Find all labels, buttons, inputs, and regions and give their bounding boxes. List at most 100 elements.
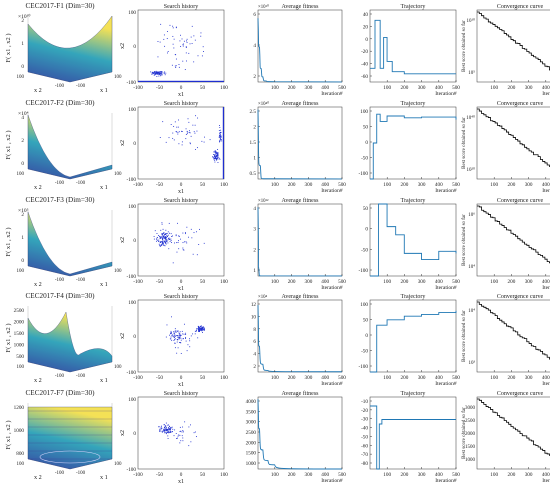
search-point — [177, 336, 179, 338]
search-point — [168, 238, 170, 239]
search-point — [182, 431, 184, 433]
search-point — [155, 71, 157, 73]
surface-xy-tick: -100 — [76, 471, 86, 476]
search-point — [213, 159, 215, 161]
trajectory-y-tick: 0 — [365, 140, 368, 146]
convergence-title: Convergence curve — [497, 4, 544, 10]
search-point — [164, 74, 166, 76]
surface-mesh — [27, 15, 113, 83]
search-point — [200, 327, 202, 329]
search-title: Search history — [164, 101, 199, 107]
search-point — [167, 50, 169, 52]
search-point — [167, 234, 169, 236]
search-point — [170, 427, 172, 428]
x-tick-label: 100 — [490, 472, 498, 478]
search-point — [220, 135, 222, 137]
x2-label: x2 — [120, 140, 126, 146]
x-tick-label: 200 — [508, 472, 516, 478]
trajectory-line — [370, 203, 457, 277]
search-point — [163, 240, 165, 242]
search-point — [185, 46, 187, 48]
search-point — [170, 336, 172, 338]
axes-box — [369, 299, 457, 373]
search-point — [178, 64, 180, 65]
x-tick-label: 100 — [383, 375, 391, 381]
search-point — [188, 121, 190, 123]
surface-mesh — [27, 114, 113, 180]
search-point — [153, 238, 155, 240]
trajectory-line — [370, 113, 457, 180]
search-point — [200, 328, 202, 330]
search-point — [192, 253, 194, 255]
search-point — [162, 236, 164, 238]
search-history-panel: Search history 100 0 -100 x2 -100 -50 0 50 100 x1 — [120, 101, 228, 195]
axes-box — [257, 203, 343, 277]
trajectory-y-tick: -10 — [361, 399, 368, 405]
search-point — [161, 431, 163, 433]
search-point — [201, 330, 203, 332]
search-point — [183, 241, 185, 243]
search-point — [154, 74, 156, 76]
search-point — [161, 242, 163, 244]
search-point — [181, 131, 183, 132]
search-point — [180, 45, 182, 47]
x-tick-label: 200 — [401, 182, 409, 188]
surface-x2-label: x 2 — [34, 377, 42, 384]
search-point — [188, 132, 190, 133]
search-point — [214, 155, 216, 157]
search-point — [171, 64, 173, 66]
trajectory-title: Trajectory — [401, 294, 426, 300]
search-point — [161, 427, 163, 429]
search-point — [169, 334, 170, 336]
search-point — [170, 124, 172, 125]
search-point — [185, 340, 187, 342]
best-score-label: Best score obtained so far — [462, 20, 467, 72]
best-score-label: Best score obtained so far — [462, 117, 467, 169]
search-point — [200, 325, 202, 327]
search-point — [151, 72, 153, 73]
search-point — [217, 157, 218, 159]
search-point — [196, 147, 198, 149]
search-point — [217, 152, 219, 154]
surface-xy-tick: -100 — [55, 278, 65, 283]
search-point — [170, 333, 172, 335]
search-point — [170, 332, 171, 334]
search-point — [191, 42, 193, 44]
fitness-y-tick: 2.5 — [250, 109, 257, 115]
search-point — [179, 40, 181, 42]
search-point — [197, 327, 199, 329]
x1-label: x1 — [178, 286, 184, 292]
surface-mesh — [27, 211, 113, 277]
search-point — [159, 241, 161, 243]
y-tick-label: 0 — [133, 44, 136, 50]
search-point — [160, 430, 162, 432]
convergence-panel: Convergence curve 3000 2500 2000 1500 1000Bes… — [462, 391, 550, 483]
y-tick-label: -100 — [126, 370, 136, 376]
search-point — [198, 331, 200, 332]
search-point — [219, 138, 221, 140]
x-axis-label: Iteration# — [542, 91, 550, 97]
x-tick-label: 500 — [338, 375, 346, 381]
search-point — [181, 141, 183, 143]
search-point — [159, 74, 161, 76]
search-point — [168, 238, 170, 240]
surface-xy-tick: 100 — [17, 75, 25, 80]
x-tick-label: 100 — [271, 182, 279, 188]
search-point — [175, 58, 177, 60]
trajectory-y-tick: -50 — [361, 156, 368, 162]
y-tick-label: -100 — [126, 177, 136, 183]
search-point — [161, 233, 162, 235]
search-point — [186, 133, 188, 135]
search-point — [213, 154, 215, 155]
surface-z-tick: 2 — [21, 18, 24, 24]
search-point — [167, 239, 169, 241]
search-point — [159, 428, 161, 430]
search-point — [170, 427, 172, 429]
search-point — [177, 131, 179, 133]
fitness-y-tick: 3500 — [246, 409, 257, 415]
search-point — [217, 155, 218, 157]
search-point — [174, 347, 176, 349]
surface-xy-tick: 100 — [17, 365, 25, 370]
convergence-y-tick: 10⁴ — [468, 308, 475, 314]
